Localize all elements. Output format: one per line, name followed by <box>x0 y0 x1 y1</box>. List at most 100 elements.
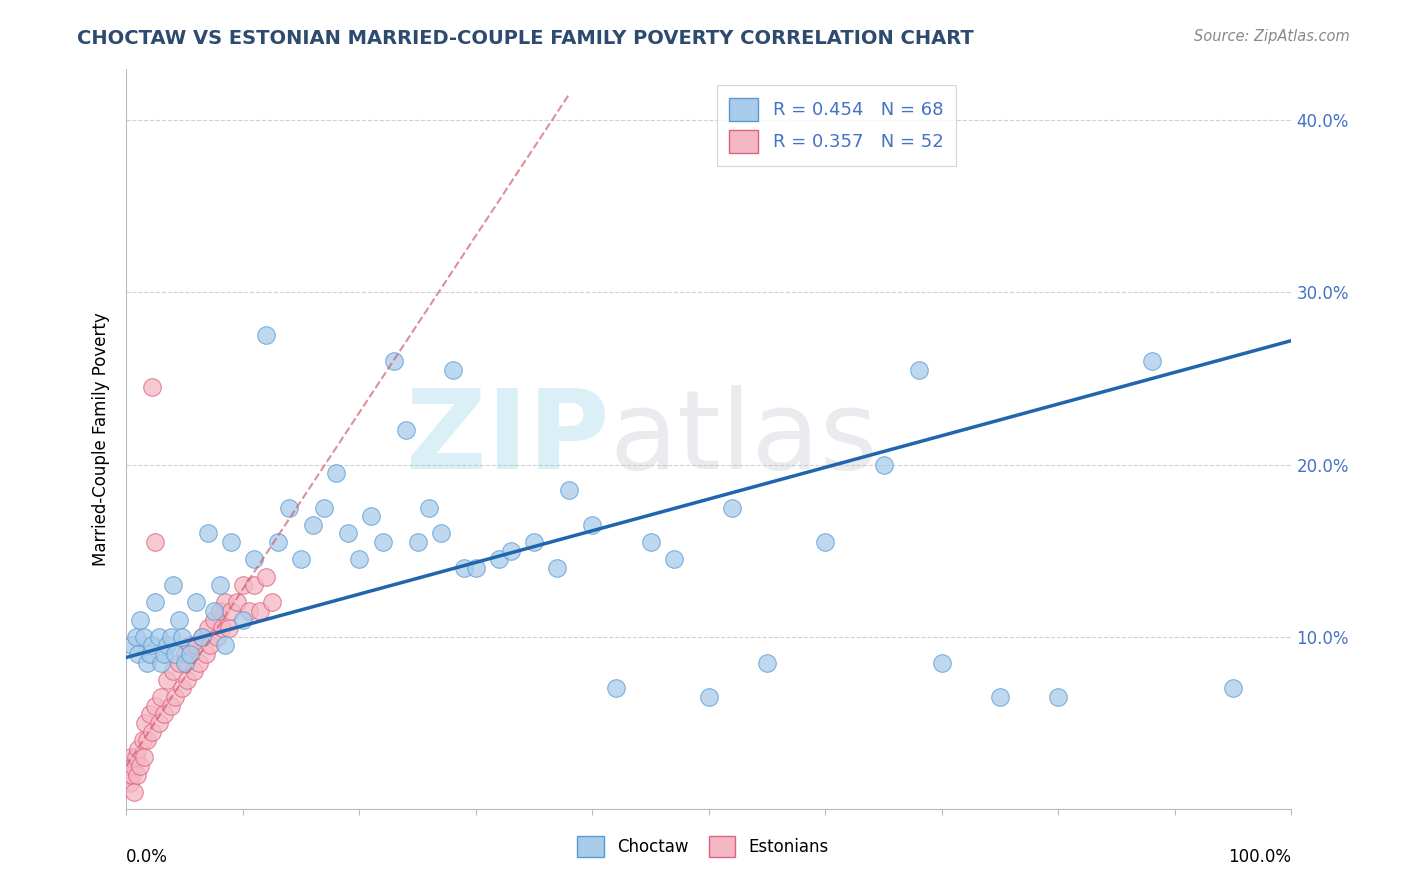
Point <box>118 776 141 790</box>
Point <box>132 750 155 764</box>
Point <box>172 681 194 696</box>
Point <box>141 380 163 394</box>
Point <box>523 535 546 549</box>
Point <box>301 517 323 532</box>
Point <box>441 363 464 377</box>
Point <box>131 733 153 747</box>
Point <box>198 639 221 653</box>
Point <box>145 595 167 609</box>
Text: ZIP: ZIP <box>406 385 610 492</box>
Point <box>165 690 187 704</box>
Point <box>186 595 208 609</box>
Point <box>141 724 163 739</box>
Point <box>129 759 152 773</box>
Point <box>176 673 198 687</box>
Point <box>721 500 744 515</box>
Text: atlas: atlas <box>610 385 879 492</box>
Point <box>145 698 167 713</box>
Point <box>907 363 929 377</box>
Point <box>499 543 522 558</box>
Point <box>205 630 228 644</box>
Point <box>254 328 277 343</box>
Point <box>418 500 440 515</box>
Point <box>150 690 173 704</box>
Point <box>243 552 266 566</box>
Point <box>238 604 260 618</box>
Point <box>581 517 603 532</box>
Point <box>202 604 225 618</box>
Point <box>697 690 720 704</box>
Point <box>148 630 170 644</box>
Point <box>124 750 146 764</box>
Point <box>167 656 190 670</box>
Point <box>988 690 1011 704</box>
Point <box>371 535 394 549</box>
Text: CHOCTAW VS ESTONIAN MARRIED-COUPLE FAMILY POVERTY CORRELATION CHART: CHOCTAW VS ESTONIAN MARRIED-COUPLE FAMIL… <box>77 29 974 47</box>
Point <box>125 767 148 781</box>
Point <box>254 569 277 583</box>
Point <box>136 656 159 670</box>
Point <box>219 535 242 549</box>
Point <box>395 423 418 437</box>
Text: 0.0%: 0.0% <box>127 848 169 866</box>
Point <box>226 595 249 609</box>
Point <box>186 639 208 653</box>
Point <box>219 604 242 618</box>
Point <box>1222 681 1244 696</box>
Text: 100.0%: 100.0% <box>1229 848 1292 866</box>
Point <box>167 613 190 627</box>
Point <box>141 639 163 653</box>
Point <box>814 535 837 549</box>
Point <box>145 535 167 549</box>
Point <box>197 526 219 541</box>
Point <box>156 673 179 687</box>
Point <box>162 665 184 679</box>
Point <box>406 535 429 549</box>
Point <box>179 647 201 661</box>
Point <box>121 639 143 653</box>
Point <box>218 621 240 635</box>
Point <box>138 707 160 722</box>
Point <box>430 526 453 541</box>
Point <box>173 656 195 670</box>
Point <box>232 613 254 627</box>
Point <box>148 715 170 730</box>
Point <box>453 561 475 575</box>
Point <box>290 552 312 566</box>
Point <box>138 647 160 661</box>
Legend: Choctaw, Estonians: Choctaw, Estonians <box>571 830 835 864</box>
Point <box>1047 690 1070 704</box>
Point <box>243 578 266 592</box>
Point <box>124 630 146 644</box>
Legend: R = 0.454   N = 68, R = 0.357   N = 52: R = 0.454 N = 68, R = 0.357 N = 52 <box>717 85 956 166</box>
Point <box>232 578 254 592</box>
Point <box>172 630 194 644</box>
Point <box>249 604 271 618</box>
Point <box>314 500 336 515</box>
Point <box>202 613 225 627</box>
Point <box>191 630 214 644</box>
Point <box>156 639 179 653</box>
Point <box>117 767 139 781</box>
Point <box>120 750 142 764</box>
Point <box>546 561 568 575</box>
Point <box>558 483 581 498</box>
Point <box>349 552 371 566</box>
Point <box>134 715 156 730</box>
Point <box>208 578 231 592</box>
Point <box>382 354 405 368</box>
Point <box>127 741 149 756</box>
Point <box>127 647 149 661</box>
Point <box>208 604 231 618</box>
Point <box>121 767 143 781</box>
Point <box>122 759 145 773</box>
Point <box>194 647 217 661</box>
Point <box>336 526 359 541</box>
Point <box>464 561 486 575</box>
Point <box>183 665 205 679</box>
Point <box>267 535 290 549</box>
Y-axis label: Married-Couple Family Poverty: Married-Couple Family Poverty <box>93 312 110 566</box>
Point <box>152 647 174 661</box>
Point <box>605 681 627 696</box>
Point <box>662 552 685 566</box>
